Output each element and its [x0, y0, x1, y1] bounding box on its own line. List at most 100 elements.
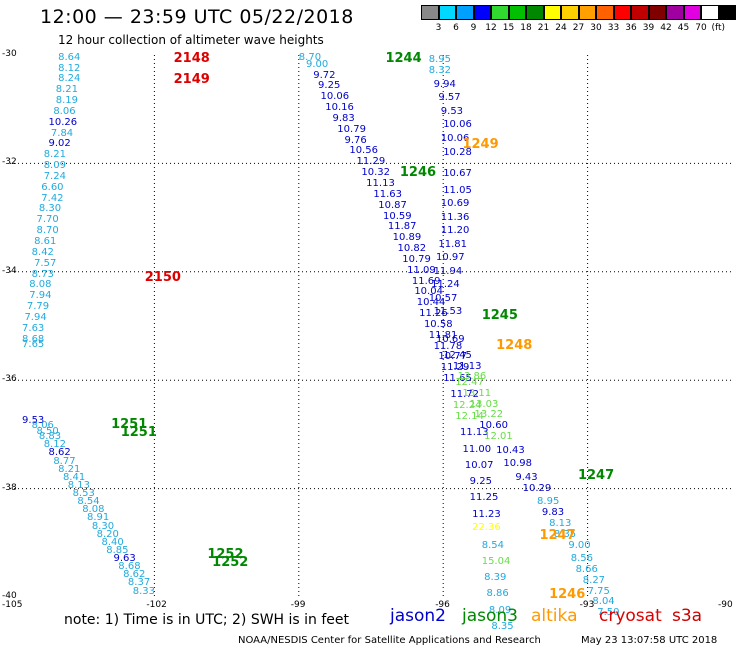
wave-height-value: 13.11 — [462, 387, 492, 399]
color-scale-label: 45 — [677, 23, 690, 33]
lat-tick-label: -40 — [2, 591, 17, 601]
color-swatch — [421, 5, 439, 20]
wave-height-value: 12.01 — [484, 431, 513, 443]
color-swatch — [666, 5, 684, 20]
wave-height-value: 8.68 — [118, 561, 141, 573]
wave-height-value: 8.53 — [72, 488, 95, 500]
wave-height-value: 11.78 — [433, 340, 463, 352]
color-swatch — [631, 5, 649, 20]
wave-height-value: 11.09 — [407, 264, 436, 276]
wave-height-value: 11.81 — [428, 329, 458, 341]
wave-height-value: 11.13 — [452, 360, 482, 372]
color-swatch — [648, 5, 666, 20]
wave-height-value: 8.24 — [58, 73, 81, 85]
lon-tick-label: -102 — [146, 600, 167, 610]
wave-height-value: 11.13 — [366, 177, 395, 189]
wave-height-value: 9.53 — [22, 414, 45, 426]
wave-height-value: 8.85 — [106, 544, 129, 556]
color-scale-label: 27 — [572, 23, 585, 33]
wave-height-value: 10.69 — [440, 198, 470, 210]
track-id-label: 1247 — [577, 468, 615, 484]
wave-height-value: 10.04 — [414, 286, 443, 298]
wave-height-value: 8.09 — [43, 160, 66, 172]
lon-tick-label: -90 — [718, 600, 733, 610]
track-id-label: 1251 — [111, 416, 148, 432]
lat-tick-label: -38 — [2, 482, 17, 493]
wave-height-value: 8.08 — [29, 279, 52, 291]
track-id-label: 2149 — [173, 72, 210, 88]
color-swatch — [456, 5, 474, 20]
wave-height-value: 8.68 — [22, 333, 45, 345]
wave-height-value: 11.25 — [469, 492, 499, 504]
color-scale-unit: (ft) — [711, 23, 726, 33]
wave-height-value: 9.43 — [515, 471, 538, 483]
wave-height-value: 8.61 — [34, 235, 57, 247]
wave-height-value: 10.69 — [435, 333, 465, 345]
wave-height-value: 7.63 — [22, 322, 45, 334]
wave-height-value: 8.91 — [87, 512, 110, 524]
color-scale-label: 9 — [470, 23, 477, 33]
wave-height-value: 8.40 — [101, 536, 124, 548]
wave-height-value: 11.65 — [443, 373, 472, 385]
wave-height-value: 11.69 — [411, 275, 441, 287]
wave-height-value: 7.94 — [24, 311, 47, 323]
wave-height-value: 8.33 — [132, 585, 155, 597]
color-scale-label: 18 — [520, 23, 532, 33]
wave-height-value: 10.60 — [479, 420, 508, 432]
wave-height-value: 7.57 — [34, 257, 57, 269]
wave-height-value: 8.77 — [53, 455, 76, 467]
lat-tick-label: -34 — [2, 265, 17, 276]
wave-height-value: 11.29 — [440, 362, 470, 374]
wave-height-value: 9.57 — [438, 92, 461, 104]
wave-height-value: 8.13 — [549, 517, 572, 529]
wave-height-value: 8.04 — [592, 596, 615, 608]
track-id-label: 1252 — [212, 554, 249, 570]
wave-height-value: 13.86 — [457, 371, 487, 383]
wave-height-value: 10.58 — [423, 318, 453, 330]
color-scale-label: 33 — [607, 23, 620, 33]
wave-height-value: 9.94 — [433, 78, 456, 90]
wave-height-value: 7.50 — [597, 607, 620, 619]
wave-height-value: 11.94 — [433, 265, 463, 277]
color-swatch — [491, 5, 509, 20]
wave-height-value: 8.35 — [553, 528, 577, 540]
color-swatch — [578, 5, 596, 20]
wave-height-value: 10.79 — [402, 253, 431, 265]
wave-height-value: 8.21 — [58, 463, 81, 475]
wave-height-value: 8.37 — [127, 577, 151, 589]
wave-height-value: 8.12 — [58, 62, 81, 74]
color-scale-label: 70 — [695, 23, 707, 33]
wave-height-value: 8.42 — [31, 246, 54, 258]
wave-height-value: 8.39 — [484, 572, 507, 584]
wave-height-value: 7.75 — [587, 585, 610, 597]
track-id-label: 2150 — [144, 270, 181, 286]
wave-height-value: 11.23 — [472, 508, 501, 520]
wave-height-value: 10.56 — [349, 145, 378, 157]
wave-height-value: 8.12 — [43, 439, 66, 451]
color-scale-label: 6 — [453, 23, 459, 33]
wave-height-value: 11.81 — [438, 238, 468, 250]
color-swatch — [508, 5, 526, 20]
color-swatch — [718, 5, 736, 20]
wave-height-value: 8.66 — [575, 563, 598, 575]
wave-height-value: 10.79 — [337, 123, 366, 135]
color-scale-label: 42 — [660, 23, 672, 33]
chart-title: 12:00 — 23:59 UTC 05/22/2018 — [40, 6, 354, 28]
wave-height-value: 8.32 — [428, 65, 452, 77]
wave-height-value: 13.22 — [474, 409, 504, 421]
wave-height-value: 11.26 — [419, 308, 448, 320]
wave-height-value: 8.86 — [486, 588, 509, 600]
color-scale-label: 21 — [537, 23, 550, 33]
track-id-label: 1246 — [399, 164, 437, 180]
units-note: note: 1) Time is in UTC; 2) SWH is in fe… — [64, 612, 350, 628]
wave-height-value: 7.65 — [22, 338, 45, 350]
color-swatch — [543, 5, 561, 20]
wave-height-value: 10.77 — [438, 351, 468, 363]
lon-tick-label: -105 — [2, 600, 23, 610]
color-scale-label: 15 — [502, 23, 515, 33]
color-swatch — [473, 5, 491, 20]
wave-height-value: 8.70 — [36, 225, 59, 237]
